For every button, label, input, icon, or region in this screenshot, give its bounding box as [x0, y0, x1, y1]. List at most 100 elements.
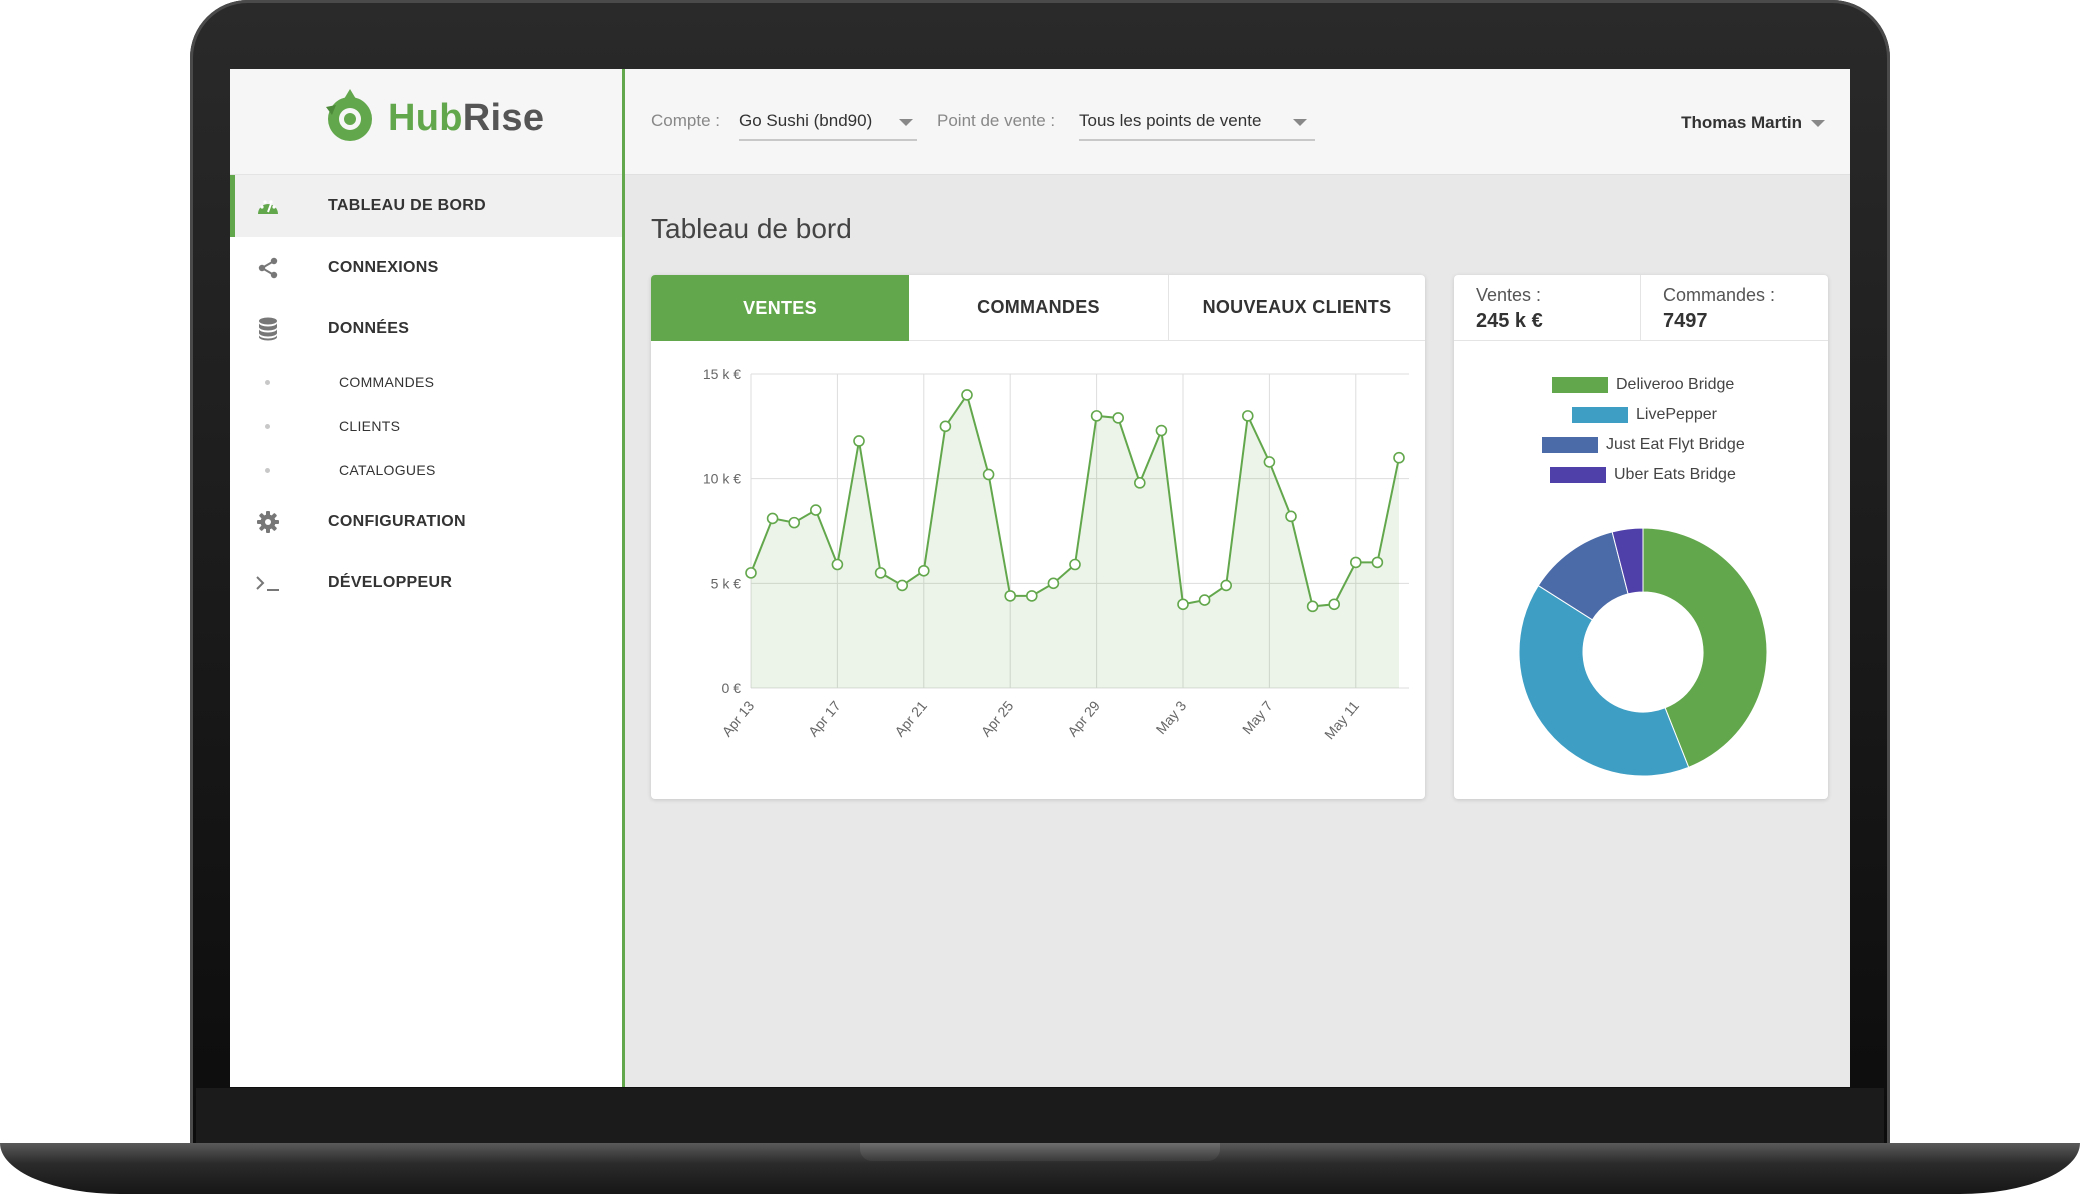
data-point [961, 389, 973, 401]
account-label: Compte : [651, 111, 720, 130]
chevron-down-icon[interactable] [1293, 119, 1307, 126]
hubrise-logo-icon [326, 89, 372, 141]
sidebar-item-dashboard[interactable]: TABLEAU DE BORD [230, 175, 622, 237]
data-point [982, 468, 995, 481]
data-point [1025, 590, 1038, 602]
data-point [766, 512, 779, 525]
data-point [917, 564, 930, 577]
data-point [896, 579, 908, 592]
y-tick-label: 10 k € [703, 471, 741, 487]
y-tick-label: 5 k € [711, 575, 742, 591]
account-select-value: Go Sushi (bnd90) [739, 111, 873, 130]
stats-card: Ventes : 245 k € Commandes : 7497 Delive… [1454, 275, 1828, 799]
sidebar-item-label: DONNÉES [328, 320, 410, 337]
sidebar-subitem-clients[interactable]: CLIENTS [230, 406, 622, 446]
x-tick-label: Apr 29 [1064, 697, 1103, 739]
sidebar-item-configuration[interactable]: CONFIGURATION [230, 491, 622, 553]
data-point [831, 558, 844, 571]
laptop-hinge-notch [860, 1143, 1220, 1161]
data-point [1393, 451, 1405, 464]
brand-name: HubRise [388, 97, 544, 140]
chevron-down-icon[interactable] [899, 119, 913, 126]
data-point [1004, 590, 1017, 602]
sales-area-chart: 0 € 5 k € 10 k € 15 k € Apr 13 Apr 17 Apr 21 Ap… [703, 366, 1409, 742]
sales-donut-chart [1518, 527, 1768, 777]
x-tick-label: May 7 [1239, 697, 1276, 737]
gear-icon [254, 508, 282, 536]
tab-commandes[interactable]: COMMANDES [909, 275, 1168, 341]
stat-ventes: Ventes : 245 k € [1454, 275, 1640, 341]
data-point [1047, 577, 1060, 590]
brand-logo[interactable]: HubRise [230, 69, 622, 175]
data-point [1220, 579, 1233, 592]
data-point [1155, 424, 1168, 437]
legend-item[interactable]: LivePepper [1572, 405, 1717, 425]
data-point [745, 567, 757, 579]
legend-label: Just Eat Flyt Bridge [1606, 436, 1745, 453]
legend-item[interactable]: Uber Eats Bridge [1550, 465, 1736, 485]
donut-slice [1518, 584, 1690, 777]
data-point [939, 420, 952, 433]
legend-swatch [1550, 467, 1606, 483]
data-point [810, 504, 822, 516]
location-select-value: Tous les points de vente [1079, 111, 1262, 130]
legend-label: Uber Eats Bridge [1614, 466, 1736, 483]
database-icon [254, 315, 282, 343]
x-tick-label: May 3 [1153, 697, 1190, 737]
tab-ventes[interactable]: VENTES [651, 275, 909, 341]
data-point [1133, 477, 1146, 489]
terminal-icon [254, 569, 282, 597]
x-tick-label: Apr 25 [978, 697, 1017, 739]
user-menu[interactable]: Thomas Martin [1681, 113, 1802, 132]
stat-value: 245 k € [1476, 310, 1543, 332]
stat-commandes: Commandes : 7497 [1640, 275, 1828, 341]
tab-nouveaux-clients[interactable]: NOUVEAUX CLIENTS [1168, 275, 1425, 341]
series-area [751, 394, 1399, 688]
x-tick-label: May 11 [1321, 697, 1362, 742]
account-select[interactable]: Go Sushi (bnd90) [739, 103, 917, 141]
sidebar-item-developpeur[interactable]: DÉVELOPPEUR [230, 552, 622, 614]
sidebar-subitem-label: CATALOGUES [339, 462, 436, 478]
data-point [1285, 510, 1297, 523]
top-bar: Compte : Go Sushi (bnd90) Point de vente… [625, 69, 1850, 175]
sidebar-item-label: TABLEAU DE BORD [328, 197, 486, 214]
sales-chart-card: VENTES COMMANDES NOUVEAUX CLIENTS 0 € 5 k… [651, 275, 1425, 799]
data-point [1090, 410, 1103, 422]
donut-slice [1642, 527, 1768, 768]
legend-swatch [1552, 377, 1608, 393]
data-point [1349, 556, 1362, 569]
data-point [1198, 594, 1211, 606]
bullet-icon [265, 423, 270, 429]
data-point [1371, 556, 1384, 569]
data-point [1241, 410, 1254, 422]
data-point [1069, 558, 1081, 571]
sidebar-subitem-commandes[interactable]: COMMANDES [230, 362, 622, 402]
sidebar-item-label: CONNEXIONS [328, 259, 439, 276]
sidebar-subitem-catalogues[interactable]: CATALOGUES [230, 450, 622, 490]
chevron-down-icon[interactable] [1811, 120, 1825, 127]
sidebar-item-label: CONFIGURATION [328, 513, 466, 530]
legend-label: LivePepper [1636, 406, 1717, 423]
stat-label: Commandes : [1663, 285, 1776, 305]
data-point [1328, 598, 1341, 611]
legend-item[interactable]: Deliveroo Bridge [1552, 375, 1734, 395]
location-label: Point de vente : [937, 111, 1056, 130]
data-point [853, 435, 865, 447]
sidebar-item-donnees[interactable]: DONNÉES [230, 298, 622, 360]
data-point [1306, 600, 1319, 613]
data-point [1112, 412, 1125, 424]
laptop-chin [196, 1088, 1884, 1144]
sidebar-item-label: DÉVELOPPEUR [328, 574, 453, 591]
share-icon [254, 254, 282, 282]
legend-swatch [1542, 437, 1598, 453]
legend-item[interactable]: Just Eat Flyt Bridge [1542, 435, 1745, 455]
sidebar-item-connexions[interactable]: CONNEXIONS [230, 237, 622, 299]
x-tick-label: Apr 21 [891, 697, 930, 739]
donut-slice [1611, 527, 1644, 595]
sidebar: HubRise TABLEAU DE BORD CONNEXIONS DONNÉ… [230, 69, 625, 1087]
data-point [788, 516, 800, 529]
page-title: Tableau de bord [651, 213, 852, 244]
location-select[interactable]: Tous les points de vente [1079, 103, 1315, 141]
data-point [1263, 456, 1276, 468]
brand-name-part2: Rise [462, 97, 545, 139]
